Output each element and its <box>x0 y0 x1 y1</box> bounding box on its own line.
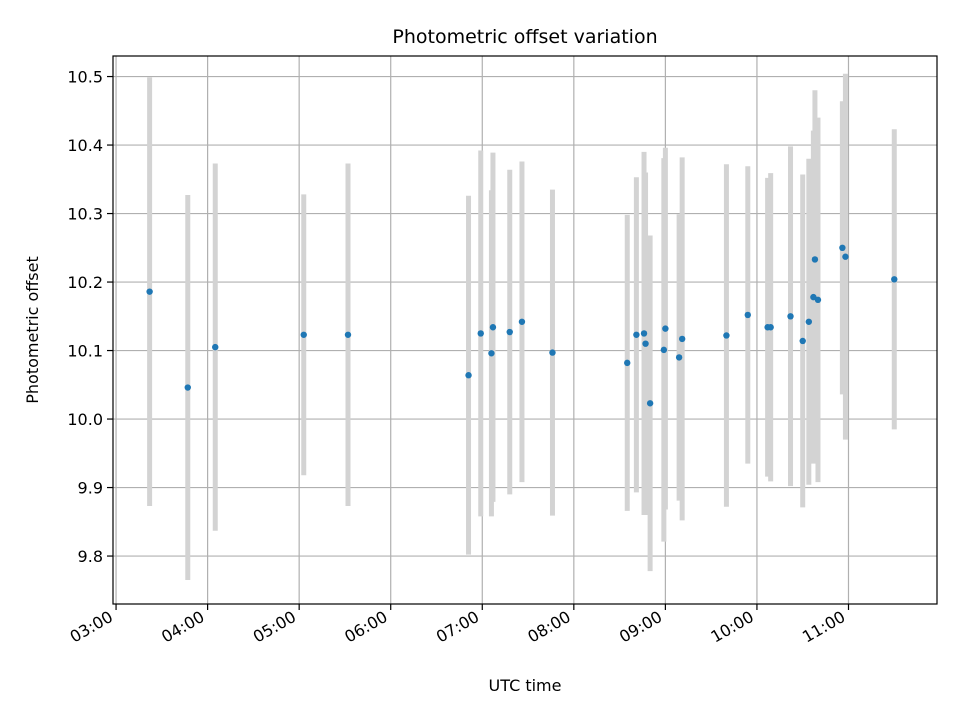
data-point <box>465 372 472 379</box>
data-point <box>506 328 513 336</box>
data-point <box>787 313 794 320</box>
data-point <box>811 256 819 263</box>
y-tick-label: 9.9 <box>78 479 103 498</box>
y-axis-label: Photometric offset <box>23 256 42 404</box>
y-tick-label: 10.4 <box>67 136 103 155</box>
y-tick-label: 9.8 <box>78 547 103 566</box>
data-point <box>344 331 352 338</box>
y-tick-label: 10.1 <box>67 342 103 361</box>
data-point <box>723 332 730 339</box>
x-axis-label: UTC time <box>489 676 562 695</box>
data-point <box>633 331 640 338</box>
data-point <box>678 335 686 343</box>
data-point <box>489 324 497 331</box>
data-point <box>549 349 556 356</box>
data-point <box>805 318 813 325</box>
data-point <box>184 384 191 391</box>
y-tick-label: 10.3 <box>67 205 103 224</box>
data-point <box>300 331 307 338</box>
data-point <box>642 340 649 347</box>
data-point <box>662 325 669 332</box>
data-point <box>146 288 153 295</box>
data-point <box>660 346 668 354</box>
data-point <box>675 354 683 361</box>
chart-title: Photometric offset variation <box>392 26 657 48</box>
data-point <box>767 324 774 331</box>
y-tick-label: 10.5 <box>67 68 103 87</box>
data-point <box>477 330 484 337</box>
data-point <box>799 337 806 345</box>
plot-area <box>113 56 937 604</box>
data-point <box>814 296 822 304</box>
data-point <box>744 311 751 319</box>
data-point <box>839 244 846 251</box>
data-point <box>842 253 849 260</box>
data-point <box>488 350 495 357</box>
plot-frame <box>112 55 938 605</box>
data-point <box>891 276 898 283</box>
data-point <box>624 359 631 367</box>
y-tick-label: 10.0 <box>67 410 103 429</box>
data-point <box>640 330 648 337</box>
data-point <box>646 400 654 407</box>
data-point <box>518 318 526 325</box>
data-point <box>212 343 219 351</box>
data-points <box>146 244 898 407</box>
y-tick-label: 10.2 <box>67 273 103 292</box>
